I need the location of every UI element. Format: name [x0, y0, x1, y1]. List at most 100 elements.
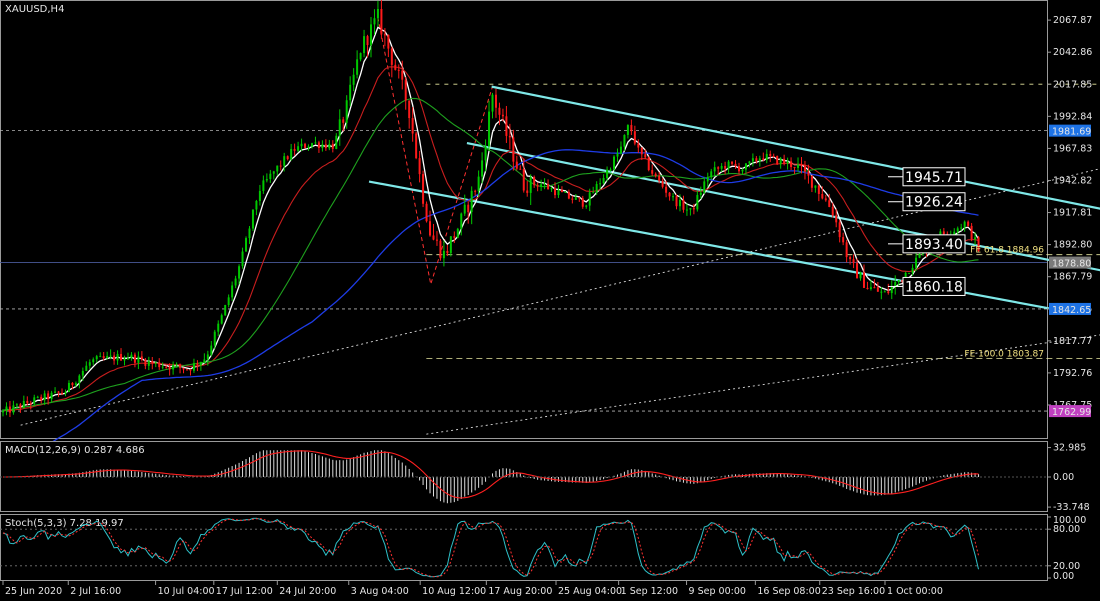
candle-body — [40, 396, 43, 401]
candle-body — [734, 163, 737, 167]
candle — [67, 380, 70, 393]
candle-body — [338, 119, 341, 136]
candle — [394, 59, 397, 71]
candle-body — [283, 156, 286, 166]
candle-body — [783, 158, 786, 164]
candle — [168, 363, 171, 376]
candle — [880, 287, 883, 300]
price-marker-0: 1981.69 — [1049, 124, 1091, 138]
candle-body — [272, 171, 275, 174]
time-tick-label: 3 Aug 04:00 — [351, 586, 409, 597]
macd-tick-label: 32.985 — [1053, 443, 1086, 454]
candle — [606, 166, 609, 182]
candle — [845, 239, 848, 263]
candle-body — [425, 203, 428, 222]
candle-body — [418, 158, 421, 175]
candle-body — [592, 192, 595, 194]
candle — [192, 358, 195, 373]
candle-body — [300, 143, 303, 147]
candle — [897, 279, 900, 287]
level-box-0[interactable]: 1945.71 — [888, 167, 966, 187]
candle-body — [807, 171, 810, 176]
candle — [435, 231, 438, 246]
candle-body — [71, 382, 74, 386]
candle-body — [172, 364, 175, 370]
candle-body — [647, 157, 650, 171]
candle — [901, 280, 904, 283]
candle — [869, 280, 872, 291]
time-tick-label: 1 Sep 12:00 — [621, 586, 678, 597]
candle-body — [640, 147, 643, 155]
candle-body — [22, 400, 25, 409]
moving-averages — [2, 26, 980, 473]
candle-body — [8, 406, 11, 413]
level-box-1[interactable]: 1926.24 — [888, 192, 966, 212]
candle-body — [383, 34, 386, 36]
candle-body — [713, 167, 716, 172]
candle — [817, 184, 820, 202]
time-tick-label: 10 Jul 04:00 — [158, 586, 215, 597]
candle — [894, 275, 897, 295]
level-box-3[interactable]: 1860.18 — [888, 276, 966, 296]
candle — [310, 142, 313, 149]
candle-body — [401, 70, 404, 80]
candle — [161, 362, 164, 370]
price-panel[interactable]: XAUUSD,H4 FE 61.8 1884.96 FE 100.0 1803.8… — [0, 0, 1100, 473]
candle-body — [835, 215, 838, 223]
candle-body — [817, 185, 820, 194]
candle — [738, 162, 741, 175]
level-box-2[interactable]: 1893.40 — [888, 234, 966, 254]
candle-body — [724, 165, 727, 169]
candle — [269, 169, 272, 183]
candle — [408, 100, 411, 129]
candle — [54, 387, 57, 394]
candle — [748, 160, 751, 168]
candle — [696, 190, 699, 212]
candle-body — [342, 119, 345, 123]
candle-body — [977, 237, 980, 252]
candle-body — [470, 190, 473, 213]
candle-body — [279, 165, 282, 167]
price-tick-label: 2017.85 — [1053, 79, 1092, 90]
candle — [724, 161, 727, 175]
candle-body — [554, 188, 557, 196]
candle — [522, 158, 525, 193]
candle — [498, 102, 501, 126]
candle — [283, 152, 286, 172]
candle — [783, 154, 786, 166]
candle — [425, 201, 428, 223]
candle-body — [151, 361, 154, 364]
candle — [151, 356, 154, 370]
candle — [790, 157, 793, 171]
candle — [144, 357, 147, 370]
candle-body — [602, 178, 605, 184]
candle — [133, 352, 136, 368]
candle — [338, 109, 341, 146]
candle-body — [644, 154, 647, 158]
candle — [446, 244, 449, 256]
candle-body — [408, 100, 411, 119]
candle-body — [682, 199, 685, 210]
macd-panel[interactable]: MACD(12,26,9) 0.287 4.686 — [0, 441, 1048, 512]
candle-body — [234, 278, 237, 286]
channel-line-1 — [466, 141, 1100, 272]
candle-body — [856, 263, 859, 279]
candle-body — [12, 405, 15, 413]
fib-connector — [377, 17, 493, 285]
candle — [488, 100, 491, 152]
candle — [22, 395, 25, 409]
time-tick-label: 2 Jul 16:00 — [70, 586, 121, 597]
candle — [734, 160, 737, 169]
candle — [137, 351, 140, 370]
price-tick-label: 1992.84 — [1053, 111, 1092, 122]
candle-body — [717, 167, 720, 169]
stoch-panel[interactable]: Stoch(5,3,3) 7.28 19.97 — [0, 514, 1048, 581]
candle — [720, 163, 723, 172]
candle — [543, 178, 546, 190]
candle-body — [373, 18, 376, 25]
candle-body — [956, 228, 959, 232]
candle-body — [585, 205, 588, 207]
candle — [699, 186, 702, 199]
candle-body — [481, 160, 484, 177]
